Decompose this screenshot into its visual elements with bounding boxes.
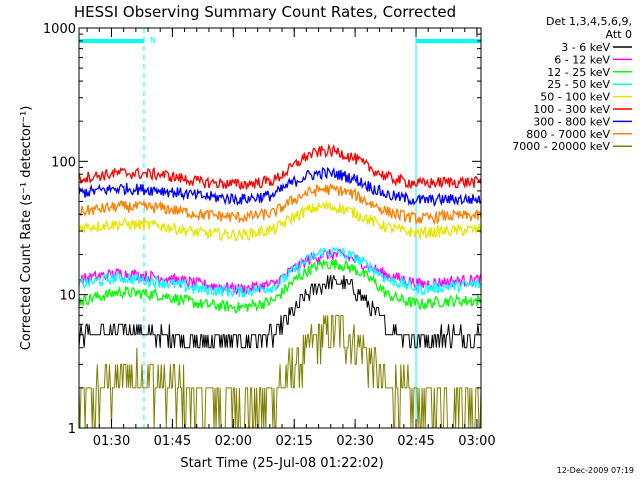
legend-entry-label: 7000 - 20000 keV <box>512 140 610 153</box>
legend-header-line-2: Att 0 <box>606 28 632 41</box>
axes <box>78 27 482 429</box>
y-tick-label: 1000 <box>43 22 76 37</box>
series-line <box>78 166 482 208</box>
y-tick-label: 10 <box>59 289 76 304</box>
legend-entry-label: 25 - 50 keV <box>547 78 610 91</box>
saa-flag-label: N <box>150 36 156 45</box>
x-tick-label: 02:45 <box>397 434 434 449</box>
legend-header-line-1: Det 1,3,4,5,6,9, <box>546 15 632 28</box>
x-tick-label: 02:15 <box>275 434 312 449</box>
legend-entry-label: 12 - 25 keV <box>547 66 610 79</box>
y-axis-label: Corrected Count Rate (s⁻¹ detector⁻¹) <box>19 106 34 351</box>
x-tick-label: 03:00 <box>458 434 495 449</box>
x-tick-label: 02:30 <box>336 434 373 449</box>
chart-title: HESSI Observing Summary Count Rates, Cor… <box>74 3 456 21</box>
series-line <box>78 182 482 226</box>
series-line <box>78 246 482 298</box>
series-line <box>78 275 481 349</box>
series-line <box>78 248 482 296</box>
y-tick-label: 1 <box>68 422 76 437</box>
legend-entry-label: 50 - 100 keV <box>540 91 610 104</box>
legend-entry-label: 100 - 300 keV <box>533 103 610 116</box>
tick-labels: 1 10 100 1000 01:30 01:45 02:00 02:15 02:30 02:45… <box>43 22 496 449</box>
footer-timestamp: 12-Dec-2009 07:19 <box>557 466 634 475</box>
series-line <box>78 199 482 243</box>
series-line <box>78 143 482 191</box>
x-axis-label: Start Time (25-Jul-08 01:22:02) <box>180 456 383 471</box>
plot-frame <box>78 27 482 429</box>
legend-entry-label: 6 - 12 keV <box>554 53 610 66</box>
series-line <box>78 258 482 314</box>
series-line <box>78 314 482 429</box>
y-tick-label: 100 <box>51 155 76 170</box>
x-tick-label: 01:30 <box>93 434 130 449</box>
legend-entry-label: 300 - 800 keV <box>533 115 610 128</box>
x-tick-label: 02:00 <box>215 434 252 449</box>
x-tick-label: 01:45 <box>154 434 191 449</box>
legend-entry-label: 800 - 7000 keV <box>526 128 610 141</box>
legend-entry-label: 3 - 6 keV <box>561 41 610 54</box>
series-layer <box>78 143 482 429</box>
